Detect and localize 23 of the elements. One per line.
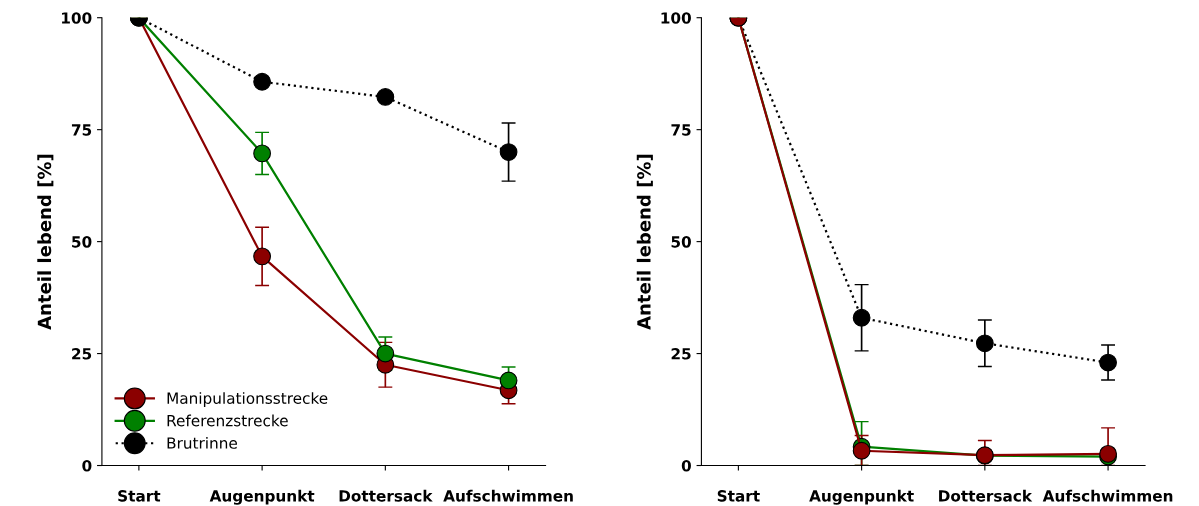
y-tick-label: 100 bbox=[661, 12, 691, 24]
x-tick-label: Start bbox=[717, 490, 760, 502]
y-tick-label: 50 bbox=[671, 236, 691, 248]
y-tick-label: 25 bbox=[671, 348, 691, 360]
y-tick-label: 100 bbox=[62, 12, 92, 24]
x-tick-label: Augenpunkt bbox=[809, 489, 914, 505]
y-tick-label: 0 bbox=[681, 459, 691, 472]
legend-label: Brutrinne bbox=[167, 436, 237, 449]
y-axis-title: Anteil lebend [%] bbox=[636, 154, 653, 330]
x-tick-label: Augenpunkt bbox=[209, 489, 315, 505]
x-tick-label: Aufschwimmen bbox=[443, 489, 573, 502]
legend-label: Manipulationsstrecke bbox=[167, 392, 328, 407]
y-tick-label: 25 bbox=[72, 348, 92, 360]
y-tick-label: 0 bbox=[82, 459, 92, 472]
x-tick-label: Start bbox=[118, 490, 161, 502]
x-tick-label: Dottersack bbox=[339, 489, 433, 502]
y-axis-title: Anteil lebend [%] bbox=[37, 154, 54, 330]
legend-label: Referenzstrecke bbox=[167, 414, 288, 427]
y-tick-label: 75 bbox=[71, 124, 92, 136]
y-tick-label: 50 bbox=[72, 236, 92, 248]
y-tick-label: 75 bbox=[671, 124, 691, 136]
x-tick-label: Aufschwimmen bbox=[1042, 489, 1173, 502]
x-tick-label: Dottersack bbox=[939, 489, 1033, 502]
